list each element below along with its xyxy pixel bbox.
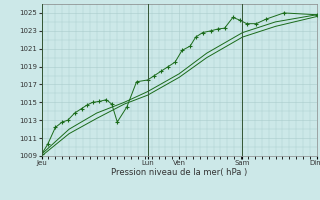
- X-axis label: Pression niveau de la mer( hPa ): Pression niveau de la mer( hPa ): [111, 168, 247, 177]
